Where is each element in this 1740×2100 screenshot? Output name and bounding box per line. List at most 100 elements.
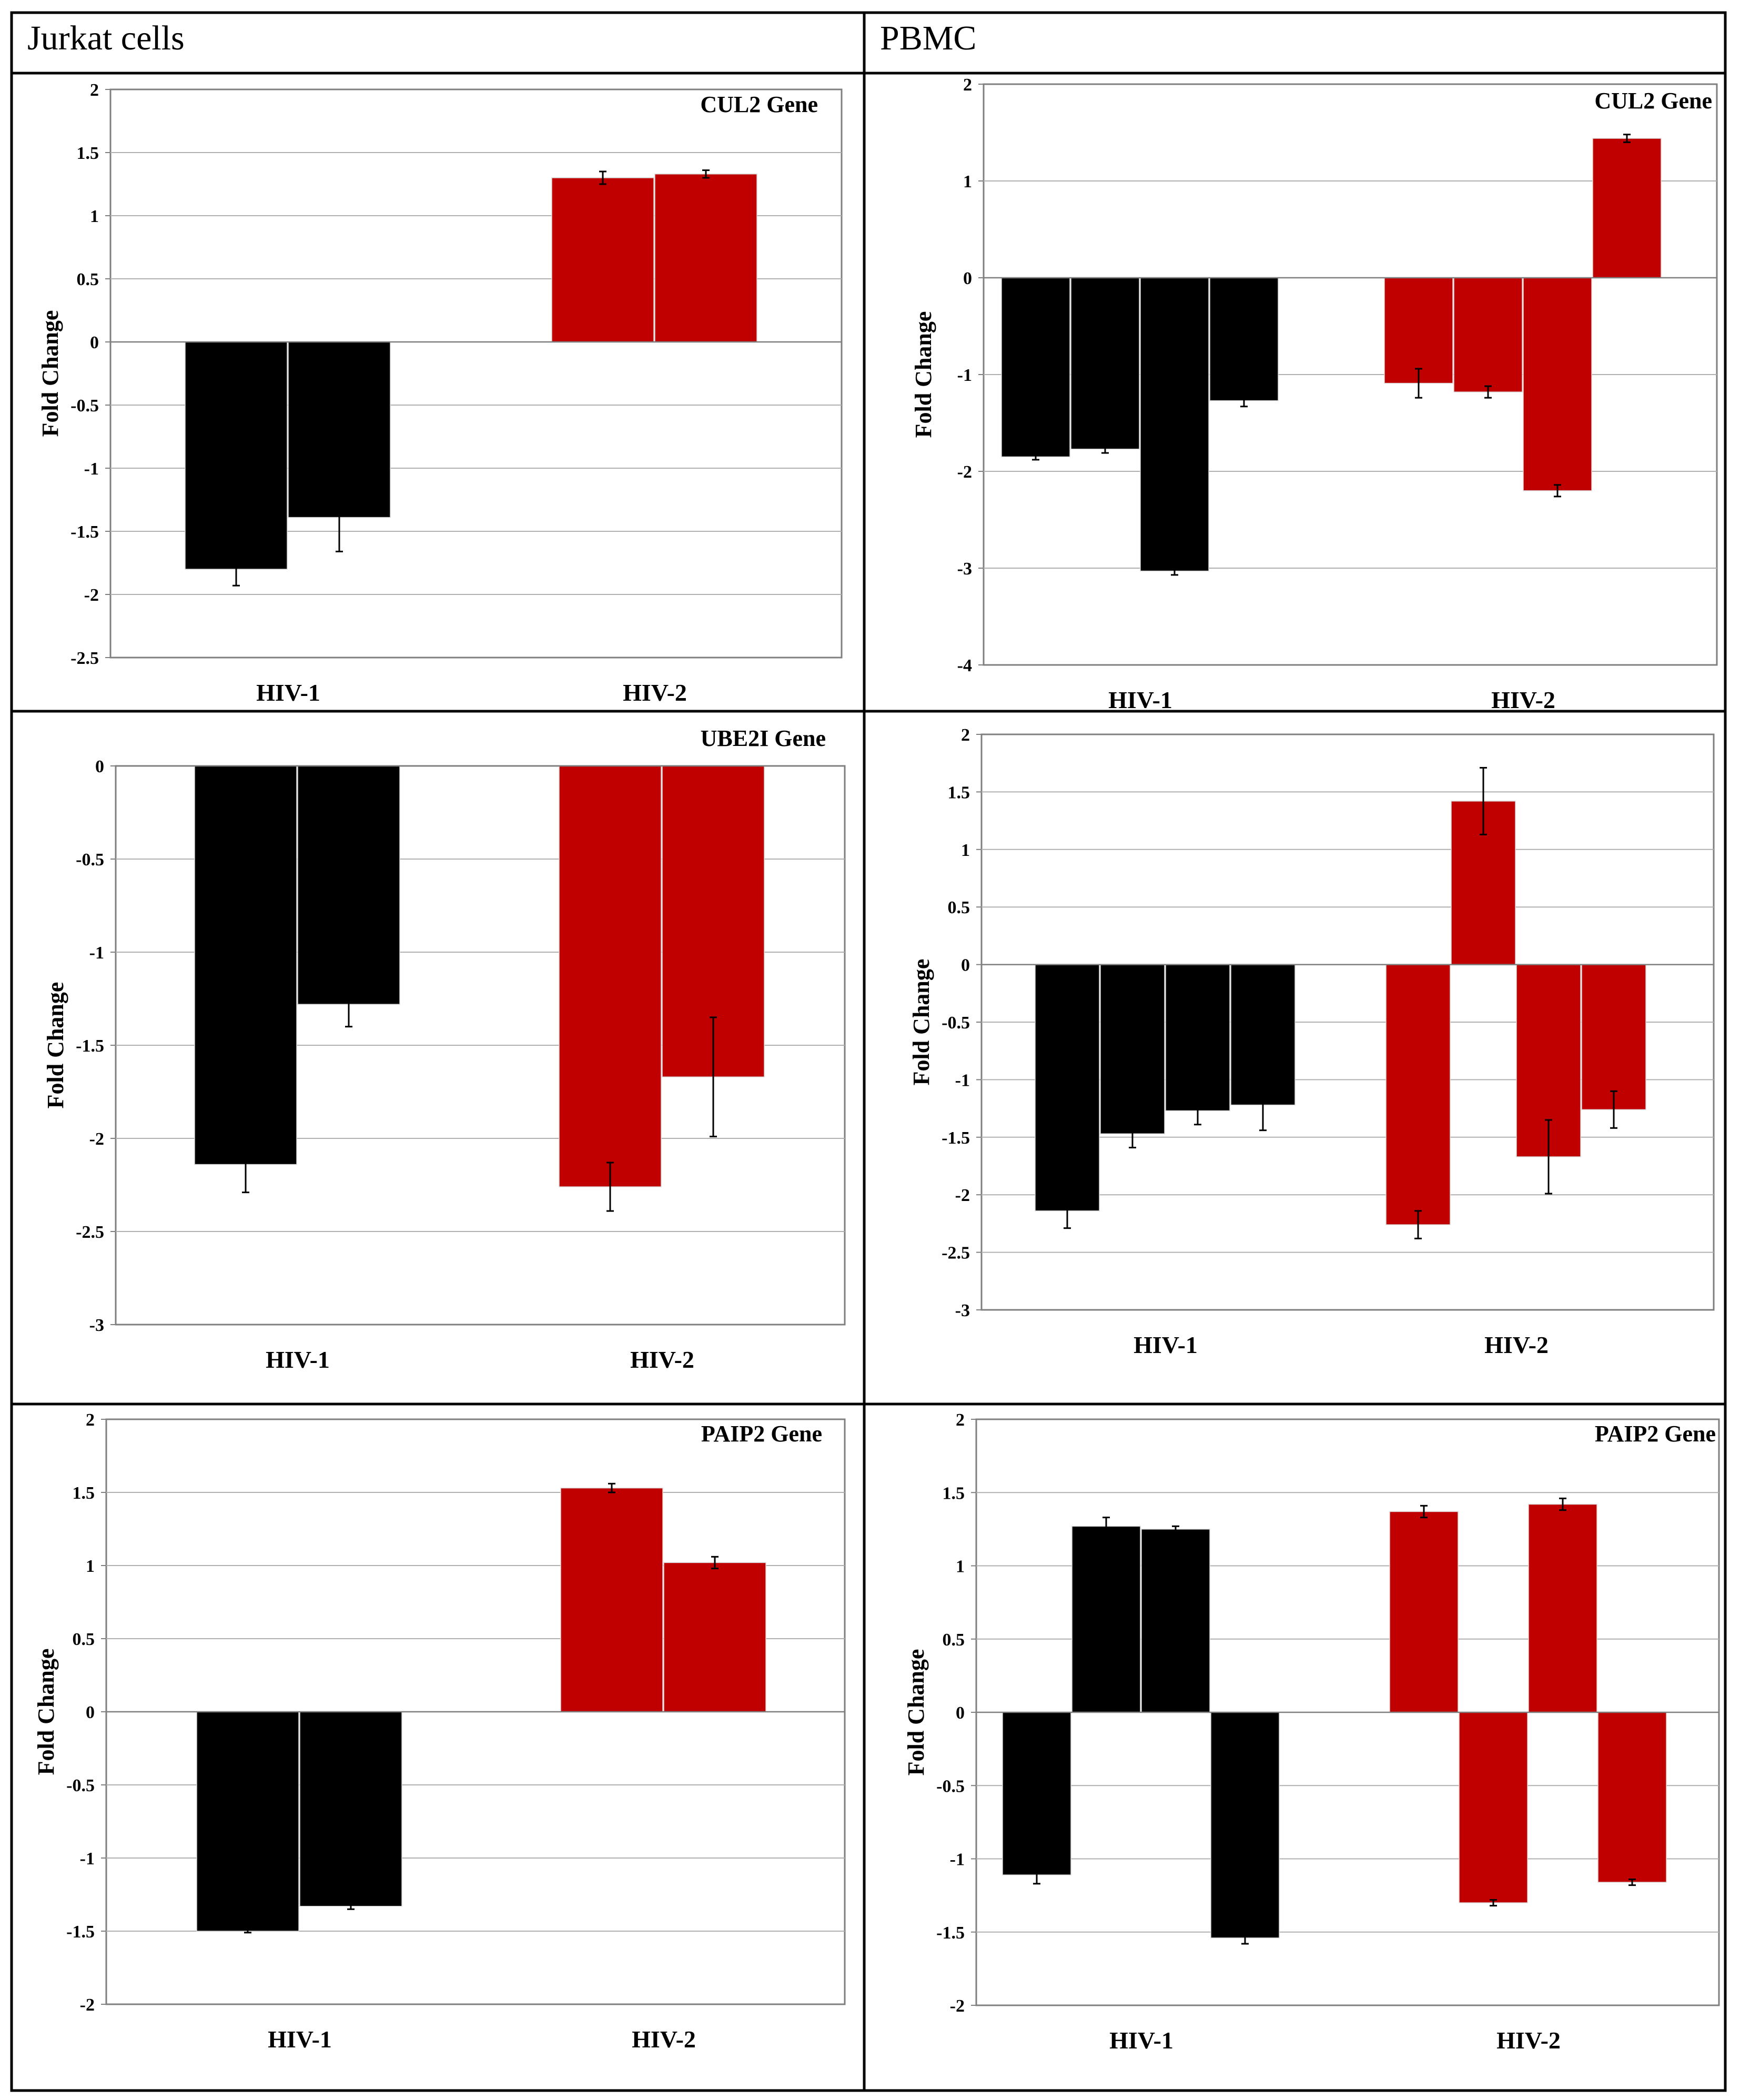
- pbmc-ube2i-bar-hiv1-2: [1100, 964, 1165, 1134]
- pbmc-paip2-bar-hiv1-4: [1210, 1712, 1280, 1939]
- pbmc-cul2-ytick-label: -2: [957, 462, 972, 482]
- jurkat-cul2-ytick-label: 2: [90, 80, 99, 100]
- jurkat-paip2-category-label: HIV-2: [632, 2026, 696, 2053]
- pbmc-paip2-bar-hiv2-1: [1389, 1511, 1459, 1713]
- pbmc-ube2i-ytick-label: 1.5: [948, 783, 970, 802]
- pbmc-ube2i-ylabel: Fold Change: [908, 959, 934, 1086]
- pbmc-cul2-bar-hiv2-4: [1592, 138, 1662, 278]
- jurkat-cul2-ytick-label: 1: [90, 207, 99, 226]
- pbmc-paip2-bar-hiv2-2: [1459, 1712, 1528, 1903]
- pbmc-paip2-ytick-label: 0.5: [943, 1630, 965, 1650]
- jurkat-ube2i-category-label: HIV-2: [630, 1346, 694, 1373]
- pbmc-ube2i-bar-hiv1-1: [1035, 964, 1100, 1211]
- pbmc-cul2-category-label: HIV-2: [1491, 686, 1555, 708]
- col-header-pbmc: PBMC: [880, 19, 977, 57]
- jurkat-paip2-title: PAIP2 Gene: [701, 1421, 822, 1447]
- jurkat-cul2-ytick-label: -0.5: [70, 396, 99, 416]
- pbmc-cul2-title: CUL2 Gene: [1594, 88, 1712, 114]
- chart-pbmc-cul2: 2 1 0 -1 -2 -3 -4 HIV-1 HIV-2 Fold Change CUL2 Gen…: [911, 78, 1718, 708]
- pbmc-ube2i-ytick-label: -2.5: [942, 1244, 970, 1263]
- col-header-jurkat: Jurkat cells: [27, 19, 185, 57]
- pbmc-paip2-bar-hiv1-2: [1071, 1526, 1141, 1713]
- pbmc-cul2-bar-hiv1-4: [1209, 277, 1279, 401]
- chart-pbmc-paip2: 2 1.5 1 0.5 0 -0.5 -1 -1.5 -2 HIV-1 HIV-2 Fold Chan…: [903, 1410, 1720, 2054]
- pbmc-cul2-category-label: HIV-1: [1108, 686, 1172, 708]
- pbmc-ube2i-category-label: HIV-2: [1484, 1331, 1549, 1358]
- pbmc-paip2-ytick-label: 0: [956, 1703, 965, 1723]
- jurkat-ube2i-ytick-label: -2: [89, 1129, 104, 1149]
- jurkat-paip2-bar-hiv2-1: [560, 1487, 663, 1712]
- jurkat-cul2-ytick-label: -1.5: [70, 522, 99, 542]
- pbmc-ube2i-ytick-label: 1: [961, 841, 970, 860]
- pbmc-paip2-ylabel: Fold Change: [903, 1649, 929, 1776]
- jurkat-paip2-ytick-label: 1.5: [73, 1483, 95, 1503]
- jurkat-paip2-category-label: HIV-1: [268, 2026, 332, 2053]
- pbmc-paip2-ytick-label: -2: [950, 1996, 965, 2016]
- jurkat-paip2-ylabel: Fold Change: [33, 1649, 59, 1775]
- jurkat-ube2i-ytick-label: -2.5: [76, 1223, 104, 1242]
- jurkat-ube2i-ytick-label: -3: [89, 1316, 104, 1335]
- jurkat-cul2-bar-hiv2-2: [654, 174, 757, 342]
- pbmc-paip2-category-label: HIV-1: [1109, 2027, 1174, 2054]
- pbmc-paip2-ytick-label: -1: [950, 1850, 965, 1870]
- jurkat-paip2-bar-hiv1-1: [196, 1711, 299, 1932]
- jurkat-cul2-ytick-label: -1: [84, 459, 99, 479]
- jurkat-ube2i-ytick-label: -1: [89, 943, 104, 963]
- pbmc-cul2-ytick-label: -3: [957, 559, 972, 579]
- jurkat-ube2i-bar-hiv2-1: [559, 765, 662, 1187]
- jurkat-paip2-ytick-label: -0.5: [66, 1776, 95, 1795]
- pbmc-cul2-ytick-label: -4: [957, 656, 972, 675]
- pbmc-paip2-ytick-label: -0.5: [936, 1776, 965, 1796]
- pbmc-paip2-ytick-label: 1.5: [943, 1483, 965, 1503]
- pbmc-ube2i-ytick-label: -2: [955, 1186, 970, 1205]
- pbmc-ube2i-ytick-label: -3: [955, 1301, 970, 1320]
- pbmc-ube2i-bar-hiv2-1: [1385, 964, 1451, 1225]
- pbmc-ube2i-category-label: HIV-1: [1134, 1331, 1198, 1358]
- pbmc-cul2-ytick-label: 0: [963, 269, 972, 288]
- pbmc-ube2i-ytick-label: -1.5: [942, 1128, 970, 1148]
- jurkat-cul2-title: CUL2 Gene: [700, 92, 818, 117]
- jurkat-paip2-ytick-label: -1.5: [66, 1922, 95, 1942]
- jurkat-paip2-ytick-label: 0.5: [73, 1630, 95, 1649]
- pbmc-cul2-ytick-label: -1: [957, 366, 972, 385]
- jurkat-cul2-ytick-label: -2: [84, 585, 99, 605]
- pbmc-ube2i-bar-hiv2-4: [1581, 964, 1646, 1110]
- chart-jurkat-paip2: 2 1.5 1 0.5 0 -0.5 -1 -1.5 -2 HIV-1 HIV-2 Fold Chan…: [33, 1410, 846, 2053]
- pbmc-cul2-bar-hiv1-3: [1140, 277, 1209, 572]
- pbmc-ube2i-ytick-label: -1: [955, 1071, 970, 1090]
- jurkat-paip2-ytick-label: 2: [86, 1410, 95, 1430]
- jurkat-paip2-ytick-label: -1: [80, 1849, 95, 1869]
- jurkat-paip2-ytick-label: -2: [80, 1995, 95, 2015]
- pbmc-paip2-title: PAIP2 Gene: [1595, 1421, 1716, 1447]
- jurkat-ube2i-ylabel: Fold Change: [43, 982, 68, 1109]
- jurkat-paip2-bar-hiv2-2: [663, 1562, 766, 1712]
- jurkat-cul2-ytick-label: 1.5: [77, 144, 99, 163]
- jurkat-cul2-ytick-label: 0.5: [77, 270, 99, 289]
- chart-jurkat-cul2: 2 1.5 1 0.5 0 -0.5 -1 -1.5 -2 -2.5 HIV-1 HIV-2 Fold …: [37, 80, 843, 706]
- jurkat-ube2i-ytick-label: -1.5: [76, 1036, 104, 1056]
- jurkat-cul2-category-label: HIV-2: [623, 679, 687, 706]
- jurkat-cul2-bar-hiv1-1: [185, 341, 288, 570]
- jurkat-paip2-bar-hiv1-2: [299, 1711, 402, 1907]
- pbmc-cul2-ytick-label: 2: [963, 78, 972, 95]
- chart-pbmc-ube2i: 2 1.5 1 0.5 0 -0.5 -1 -1.5 -2 -2.5 -3 HIV-1 HIV-2 Fol…: [908, 725, 1715, 1358]
- pbmc-paip2-bar-hiv1-1: [1002, 1712, 1071, 1875]
- pbmc-cul2-bar-hiv1-2: [1070, 277, 1140, 450]
- pbmc-ube2i-ytick-label: -0.5: [942, 1013, 970, 1033]
- jurkat-ube2i-ytick-label: 0: [95, 757, 104, 776]
- jurkat-cul2-ytick-label: -2.5: [70, 649, 99, 668]
- jurkat-ube2i-ytick-label: -0.5: [76, 850, 104, 870]
- jurkat-ube2i-bar-hiv1-2: [297, 765, 400, 1005]
- jurkat-cul2-category-label: HIV-1: [256, 679, 320, 706]
- pbmc-cul2-bar-hiv2-1: [1384, 277, 1453, 384]
- jurkat-cul2-bar-hiv2-1: [551, 177, 654, 342]
- jurkat-cul2-ylabel: Fold Change: [37, 310, 63, 437]
- chart-jurkat-ube2i: 0 -0.5 -1 -1.5 -2 -2.5 -3 HIV-1 HIV-2 Fold Change…: [43, 725, 846, 1373]
- jurkat-paip2-ytick-label: 0: [86, 1703, 95, 1722]
- pbmc-paip2-ytick-label: 1: [956, 1557, 965, 1577]
- pbmc-paip2-category-label: HIV-2: [1496, 2027, 1561, 2054]
- table-border: [10, 11, 1727, 2092]
- pbmc-ube2i-ytick-label: 0: [961, 956, 970, 975]
